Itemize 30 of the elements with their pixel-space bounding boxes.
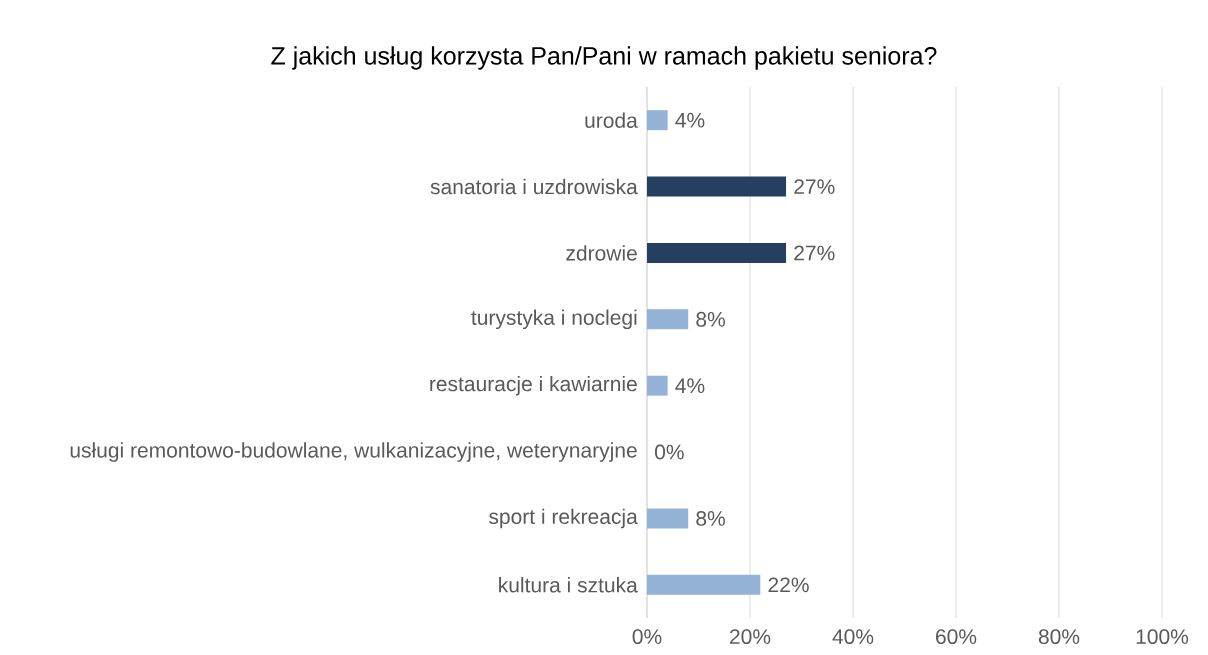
- data-label: 8%: [696, 511, 725, 526]
- y-tick-label: sanatoria i uzdrowiska: [430, 178, 638, 195]
- bar: [647, 176, 787, 197]
- bar: [647, 242, 787, 263]
- data-label: 0%: [655, 444, 684, 460]
- y-tick-label: uroda: [585, 112, 638, 128]
- chart-title: Z jakich usług korzysta Pan/Pani w ramach pakietu seniora?: [271, 46, 937, 70]
- y-tick-label: sport i rekreacja: [488, 508, 638, 529]
- bar: [647, 508, 689, 529]
- x-tick-label: 20%: [730, 629, 771, 645]
- bar: [647, 309, 689, 330]
- data-label: 8%: [696, 311, 725, 327]
- bar: [647, 110, 668, 131]
- y-tick-label: zdrowie: [566, 245, 637, 261]
- x-tick-label: 80%: [1038, 629, 1080, 645]
- y-tick-label: usługi remontowo-budowlane, wulkanizacyjne, weterynaryjne: [70, 442, 637, 462]
- x-tick-label: 0%: [632, 629, 662, 645]
- bar: [647, 375, 668, 396]
- y-tick-label: restauracje i kawiarnie: [430, 375, 637, 396]
- x-tick-label: 40%: [832, 629, 874, 645]
- bar: [647, 574, 761, 595]
- data-label: 4%: [675, 112, 705, 128]
- x-tick-label: 60%: [936, 629, 977, 645]
- data-label: 27%: [794, 179, 835, 194]
- x-tick-label: 100%: [1136, 629, 1189, 645]
- data-label: 27%: [794, 245, 835, 261]
- y-tick-label: turystyka i noclegi: [471, 309, 637, 330]
- data-label: 22%: [768, 577, 809, 593]
- data-label: 4%: [675, 378, 705, 394]
- y-tick-label: kultura i sztuka: [499, 577, 638, 593]
